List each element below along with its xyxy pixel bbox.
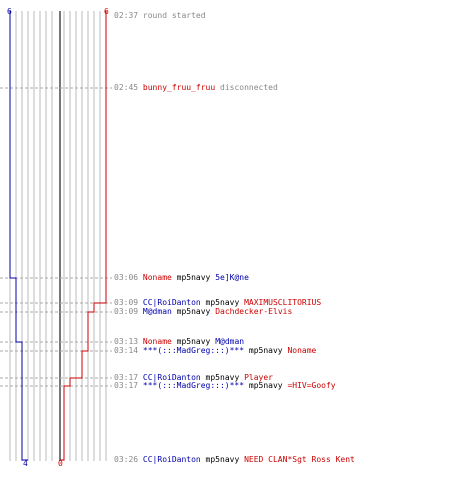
- event-time: 03:13: [114, 337, 139, 346]
- weapon-name: mp5navy: [176, 307, 211, 316]
- player-name: bunny_fruu_fruu: [142, 83, 216, 92]
- killer-name: Noname: [142, 337, 172, 346]
- victim-name: NEED CLAN*Sgt Ross Kent: [244, 455, 355, 464]
- event-row: 03:09 CC|RoiDanton mp5navy MAXIMUSCLITOR…: [114, 298, 321, 307]
- killer-name: M@dman: [142, 307, 172, 316]
- blue-start-count: 6: [7, 7, 12, 16]
- weapon-name: mp5navy: [176, 273, 211, 282]
- victim-name: Dachdecker-Elvis: [215, 307, 293, 316]
- event-row: 03:14 ***(:::MadGreg:::)*** mp5navy Nona…: [114, 346, 316, 355]
- event-text: round started: [142, 11, 206, 20]
- event-time: 03:17: [114, 373, 139, 382]
- event-time: 03:17: [114, 381, 139, 390]
- event-time: 03:09: [114, 298, 139, 307]
- event-row: 03:17 CC|RoiDanton mp5navy Player: [114, 373, 273, 382]
- event-time: 03:09: [114, 307, 139, 316]
- event-row: 03:06 Noname mp5navy 5e]K@ne: [114, 273, 249, 282]
- blue-end-count: 4: [23, 459, 28, 468]
- event-time: 03:26: [114, 455, 139, 464]
- event-row: 03:26 CC|RoiDanton mp5navy NEED CLAN*Sgt…: [114, 455, 355, 464]
- killer-name: CC|RoiDanton: [142, 298, 201, 307]
- blue-team-alive-line: [9, 11, 28, 461]
- event-time: 03:14: [114, 346, 139, 355]
- event-time: 02:37: [114, 11, 139, 20]
- weapon-name: mp5navy: [176, 337, 211, 346]
- weapon-name: mp5navy: [248, 346, 283, 355]
- timeline-grid: [9, 11, 107, 461]
- victim-name: 5e]K@ne: [215, 273, 249, 282]
- killer-name: Noname: [142, 273, 172, 282]
- killer-name: ***(:::MadGreg:::)***: [142, 346, 245, 355]
- event-guide-lines: [0, 87, 112, 387]
- victim-name: =HIV=Goofy: [287, 381, 336, 390]
- weapon-name: mp5navy: [248, 381, 283, 390]
- victim-name: M@dman: [215, 337, 245, 346]
- event-row: 03:09 M@dman mp5navy Dachdecker-Elvis: [114, 307, 292, 316]
- weapon-name: mp5navy: [205, 373, 240, 382]
- killer-name: CC|RoiDanton: [142, 373, 201, 382]
- weapon-name: mp5navy: [205, 455, 240, 464]
- event-time: 03:06: [114, 273, 139, 282]
- event-row: 02:37 round started: [114, 11, 206, 20]
- event-row: 03:17 ***(:::MadGreg:::)*** mp5navy =HIV…: [114, 381, 336, 390]
- red-team-alive-line: [60, 11, 107, 461]
- event-row: 02:45 bunny_fruu_fruu disconnected: [114, 83, 278, 92]
- killer-name: ***(:::MadGreg:::)***: [142, 381, 245, 390]
- event-time: 02:45: [114, 83, 139, 92]
- event-row: 03:13 Noname mp5navy M@dman: [114, 337, 244, 346]
- event-text: disconnected: [220, 83, 278, 92]
- weapon-name: mp5navy: [205, 298, 240, 307]
- killer-name: CC|RoiDanton: [142, 455, 201, 464]
- red-start-count: 6: [104, 7, 109, 16]
- victim-name: MAXIMUSCLITORIUS: [244, 298, 322, 307]
- victim-name: Noname: [287, 346, 317, 355]
- red-end-count: 0: [58, 459, 63, 468]
- victim-name: Player: [244, 373, 273, 382]
